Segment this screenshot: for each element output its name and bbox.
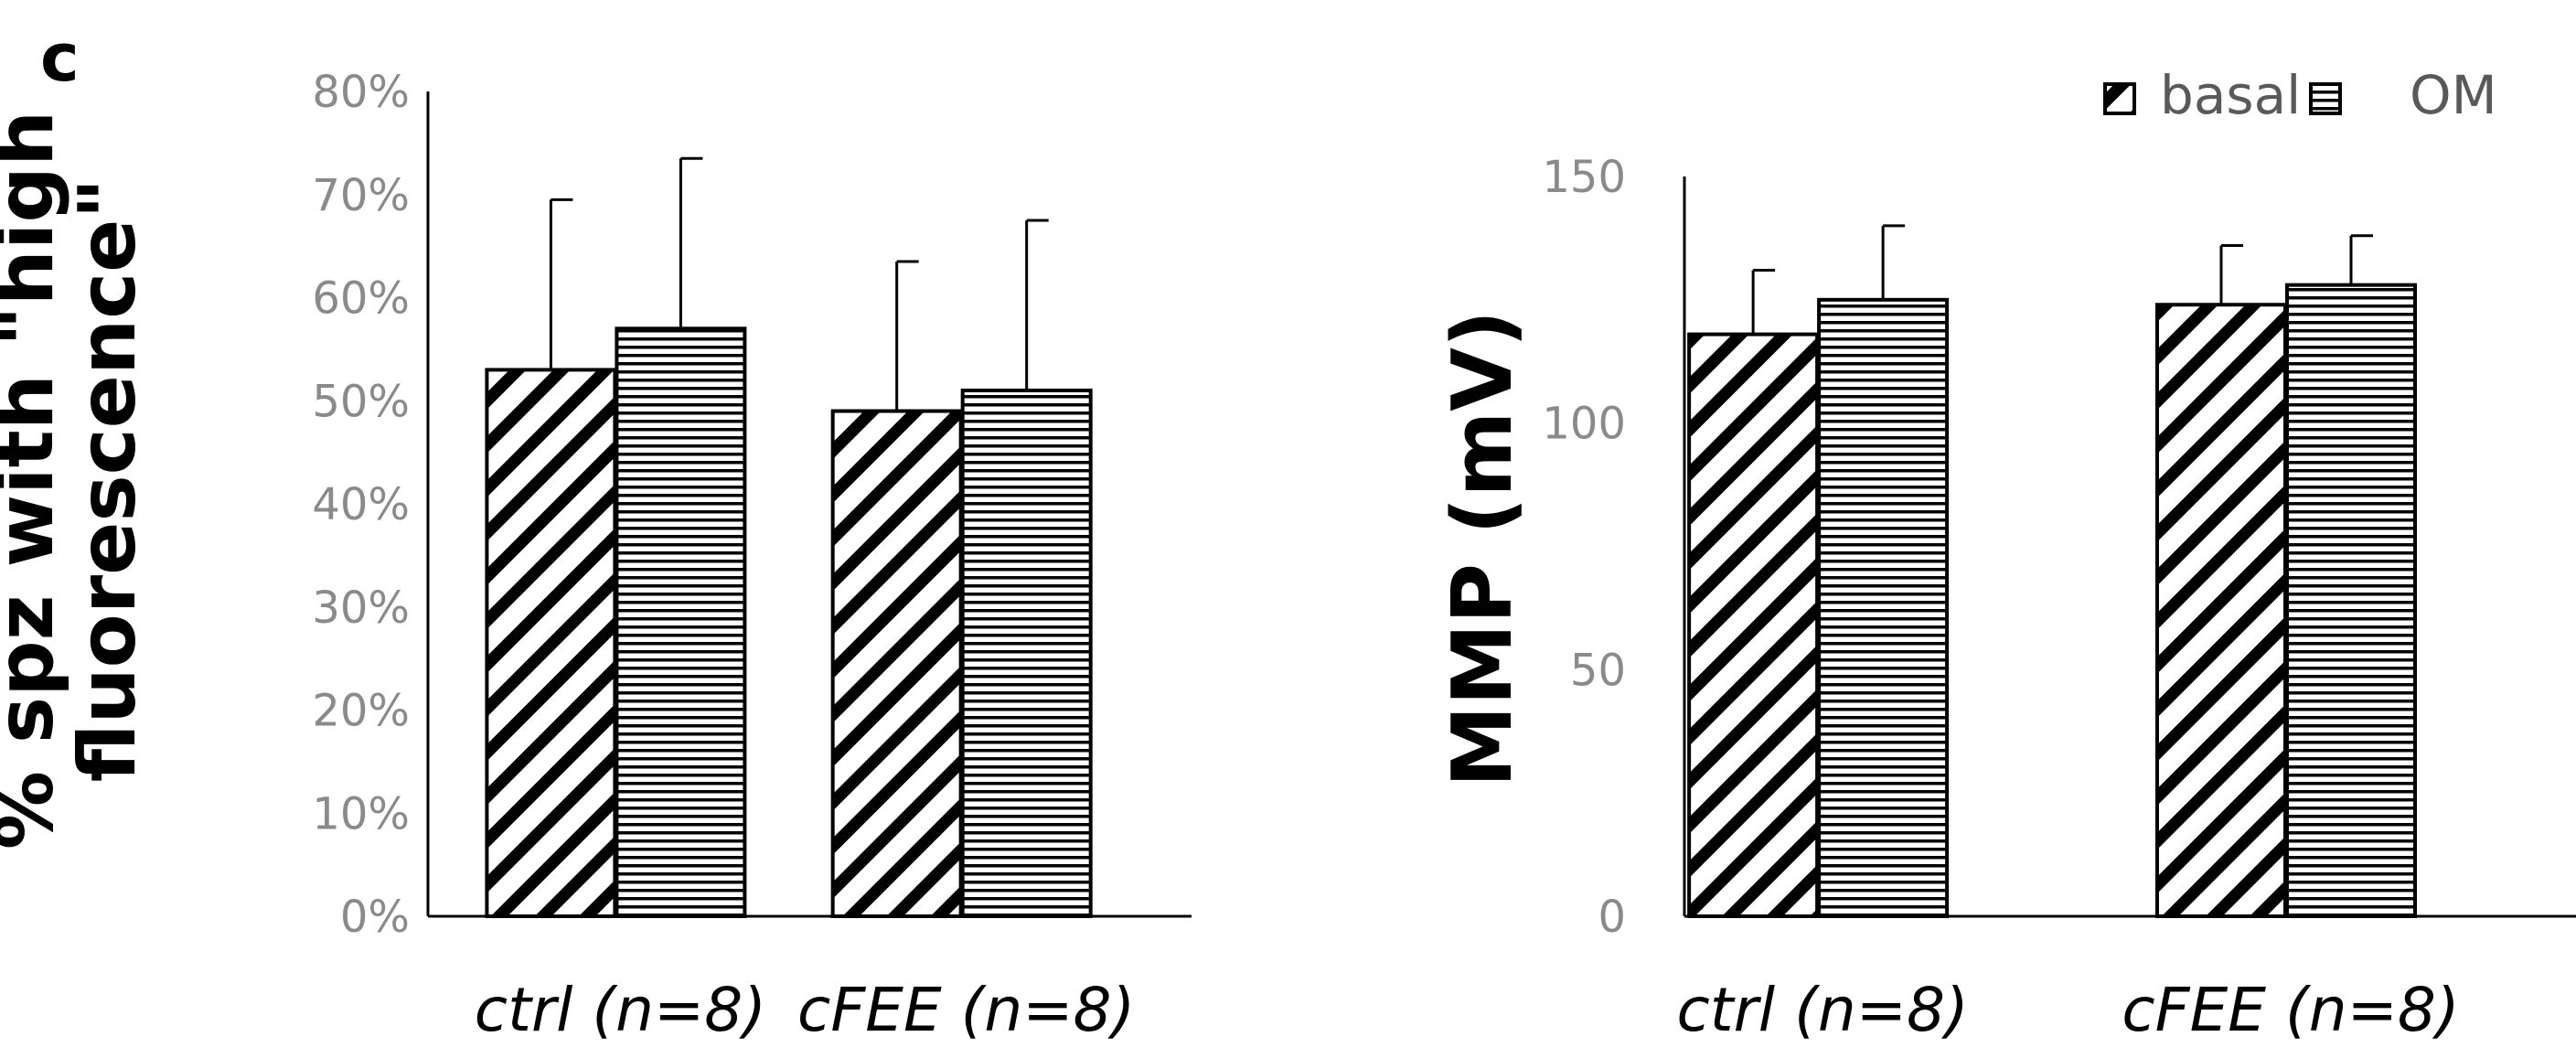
y-tick-label: 10% <box>312 788 410 839</box>
y-tick-label: 70% <box>312 170 410 221</box>
y-tick-label: 150 <box>1542 152 1626 203</box>
category-label: ctrl (n=8) <box>1677 975 1969 1045</box>
chart-left: 0% 10% 20% 30% 40% 50% 60% 70% 80% ctrl (n=8) cFEE… <box>0 67 1192 1045</box>
y-axis-label: % spz with "high <box>0 111 71 850</box>
y-tick-label: 20% <box>312 686 410 737</box>
y-tick-label: 50% <box>312 376 410 427</box>
legend-swatch-basal <box>2103 82 2136 115</box>
bar-basal-ctrl <box>1687 332 1820 918</box>
y-tick-label: 100 <box>1542 399 1626 450</box>
bar-basal-cfee <box>2155 303 2287 918</box>
legend-label-om: OM <box>2410 64 2497 126</box>
bar-basal-cfee <box>830 409 963 918</box>
bar-om-cfee <box>2285 283 2417 918</box>
y-tick-label: 60% <box>312 273 410 325</box>
legend: basal OM <box>2103 64 2497 126</box>
y-tick-label: 40% <box>312 479 410 530</box>
y-tick-label: 0 <box>1598 892 1626 943</box>
y-axis-label: fluorescence" <box>62 178 154 783</box>
legend-label-basal: basal <box>2160 64 2301 126</box>
category-label: cFEE (n=8) <box>797 975 1135 1045</box>
y-tick-label: 50 <box>1570 645 1626 696</box>
panel-label: c <box>40 19 80 96</box>
legend-swatch-om <box>2309 82 2342 115</box>
bar-om-ctrl <box>615 326 747 918</box>
bar-om-cfee <box>960 388 1093 919</box>
y-tick-label: 0% <box>340 892 410 943</box>
bar-basal-ctrl <box>485 368 617 918</box>
y-tick-label: 30% <box>312 582 410 634</box>
y-axis-label: MMP (mV) <box>1435 310 1531 787</box>
category-label: cFEE (n=8) <box>2122 975 2459 1045</box>
bar-om-ctrl <box>1817 297 1950 919</box>
y-tick-label: 80% <box>312 67 410 118</box>
chart-right: 0 50 100 150 ctrl (n=8) cFEE (n=8) MMP (mV) <box>1435 152 2576 1045</box>
category-label: ctrl (n=8) <box>475 975 766 1045</box>
